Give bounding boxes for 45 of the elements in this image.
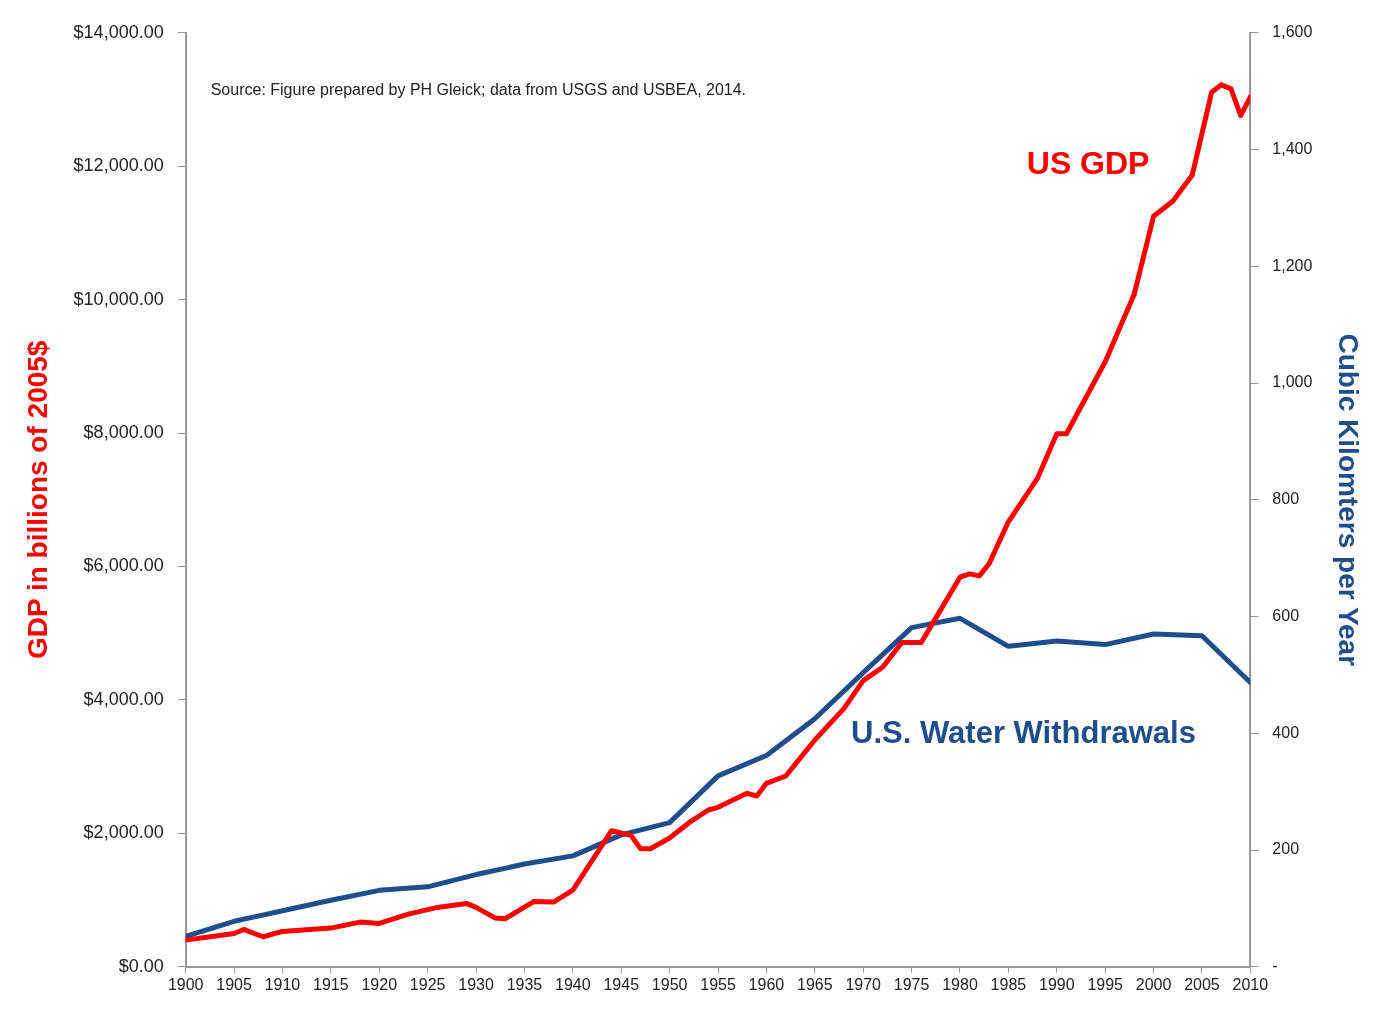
x-tick-label: 2010 [1232,975,1269,993]
x-tick-label: 1915 [313,975,349,993]
y-tick-label: $14,000.00 [73,21,164,42]
x-tick-label: 1920 [361,975,398,993]
x-tick-label: 1980 [942,975,978,993]
y-tick-label: $4,000.00 [83,688,164,709]
y2-axis-title: Cubic Kilomters per Year [1333,333,1365,667]
x-tick-label: 2005 [1184,975,1220,993]
series-label: U.S. Water Withdrawals [851,715,1196,751]
x-tick-label: 1905 [216,975,252,993]
x-tick-label: 1900 [167,975,204,993]
y2-tick-label: 1,000 [1272,373,1313,391]
y-tick-label: $12,000.00 [73,155,164,176]
y2-tick-label: - [1272,957,1278,975]
y-tick-label: $0.00 [118,955,164,976]
x-tick-label: 1925 [409,975,446,993]
x-tick-label: 1940 [555,975,591,993]
x-tick-label: 1950 [651,975,688,993]
x-tick-label: 1930 [458,975,494,993]
x-tick-label: 2000 [1135,975,1172,993]
y2-tick-label: 600 [1272,606,1300,624]
y-tick-label: $2,000.00 [83,822,164,843]
x-tick-label: 1995 [1087,975,1124,993]
x-tick-label: 1990 [1038,975,1075,993]
x-tick-label: 1960 [748,975,785,993]
y2-tick-label: 200 [1272,840,1300,858]
x-tick-label: 1910 [264,975,301,993]
y2-tick-label: 1,200 [1272,256,1313,274]
x-tick-label: 1945 [603,975,640,993]
x-tick-label: 1975 [893,975,930,993]
y-tick-label: $10,000.00 [73,288,164,309]
annotation: Source: Figure prepared by PH Gleick; data from USGS and USBEA, 2014. [210,81,747,99]
x-tick-label: 1955 [700,975,736,993]
y2-tick-label: 1,600 [1272,23,1313,41]
series-label: US GDP [1026,144,1150,181]
x-tick-label: 1985 [990,975,1027,993]
y-tick-label: $8,000.00 [83,422,164,443]
y-tick-label: $6,000.00 [83,555,164,576]
y2-tick-label: 800 [1272,490,1300,508]
x-tick-label: 1965 [797,975,833,993]
y2-tick-label: 400 [1272,723,1300,741]
y2-tick-label: 1,400 [1272,139,1313,157]
x-tick-label: 1935 [506,975,543,993]
x-tick-label: 1970 [845,975,882,993]
y-axis-title: GDP in billions of 2005$ [21,340,53,660]
